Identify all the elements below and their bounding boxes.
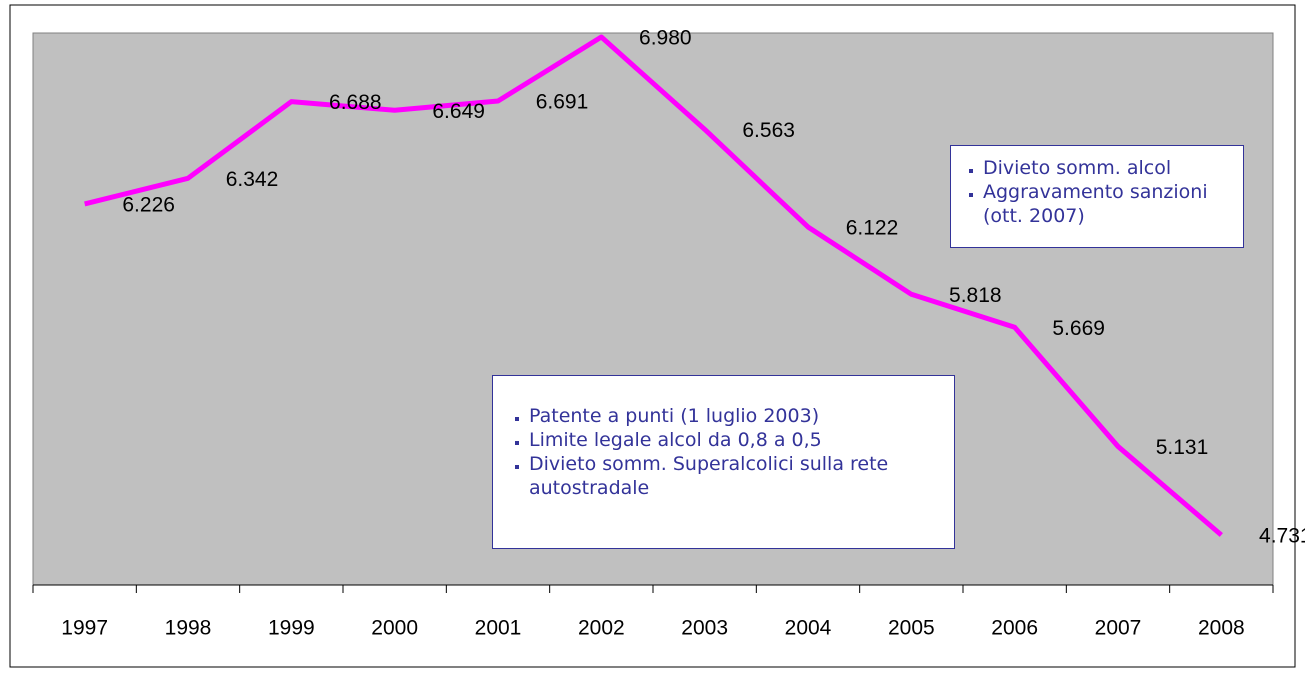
x-tick-label: 2002 bbox=[578, 617, 625, 640]
data-label: 5.131 bbox=[1156, 436, 1209, 459]
annotation-item: Aggravamento sanzioni (ott. 2007) bbox=[983, 180, 1235, 228]
annotation-list: Divieto somm. alcolAggravamento sanzioni… bbox=[959, 156, 1235, 228]
x-tick-label: 2008 bbox=[1198, 617, 1245, 640]
x-tick-label: 2006 bbox=[991, 617, 1038, 640]
data-label: 6.688 bbox=[329, 91, 382, 114]
data-line bbox=[84, 34, 1223, 537]
x-tick-label: 2001 bbox=[475, 617, 522, 640]
x-tick-label: 1998 bbox=[165, 617, 212, 640]
data-label: 6.980 bbox=[639, 27, 692, 50]
data-label: 5.818 bbox=[949, 284, 1002, 307]
x-tick-label: 1997 bbox=[61, 617, 108, 640]
annotation-item: Divieto somm. alcol bbox=[983, 156, 1235, 180]
data-label: 6.691 bbox=[536, 91, 589, 114]
data-label: 6.226 bbox=[122, 194, 175, 217]
data-label: 6.122 bbox=[846, 217, 899, 240]
x-tick-label: 2005 bbox=[888, 617, 935, 640]
annotation-item: Patente a punti (1 luglio 2003) bbox=[529, 404, 944, 428]
annotation-item: Limite legale alcol da 0,8 a 0,5 bbox=[529, 428, 944, 452]
x-tick-label: 2004 bbox=[785, 617, 832, 640]
data-label: 6.342 bbox=[226, 168, 279, 191]
annotation-box: Divieto somm. alcolAggravamento sanzioni… bbox=[950, 145, 1244, 248]
annotation-box: Patente a punti (1 luglio 2003)Limite le… bbox=[492, 375, 955, 549]
x-tick-label: 2000 bbox=[371, 617, 418, 640]
x-tick-label: 2003 bbox=[681, 617, 728, 640]
data-label: 5.669 bbox=[1052, 317, 1105, 340]
annotation-list: Patente a punti (1 luglio 2003)Limite le… bbox=[505, 404, 944, 500]
data-label: 4.731 bbox=[1259, 525, 1305, 548]
x-tick-label: 1999 bbox=[268, 617, 315, 640]
x-tick-label: 2007 bbox=[1095, 617, 1142, 640]
data-label: 6.649 bbox=[432, 100, 485, 123]
annotation-item: Divieto somm. Superalcolici sulla rete a… bbox=[529, 452, 944, 500]
data-label: 6.563 bbox=[742, 119, 795, 142]
